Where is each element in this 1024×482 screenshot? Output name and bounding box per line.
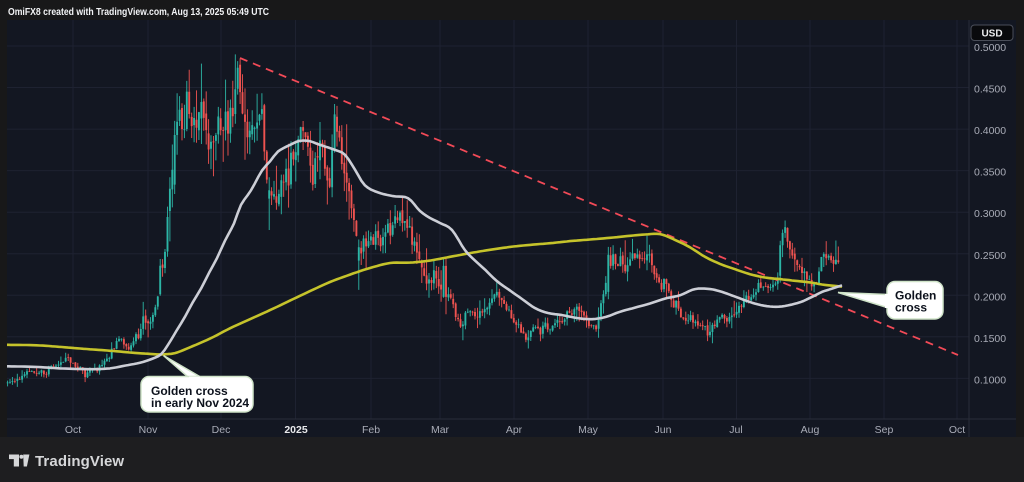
- svg-text:cross: cross: [895, 301, 927, 315]
- svg-text:Golden: Golden: [895, 289, 936, 303]
- svg-text:0.1500: 0.1500: [974, 333, 1006, 345]
- svg-text:Jul: Jul: [729, 424, 742, 436]
- svg-text:0.2500: 0.2500: [974, 250, 1006, 262]
- svg-text:TradingView: TradingView: [35, 453, 124, 470]
- svg-text:May: May: [578, 424, 599, 436]
- svg-text:0.4000: 0.4000: [974, 125, 1006, 137]
- svg-text:USD: USD: [981, 29, 1002, 40]
- svg-text:0.3000: 0.3000: [974, 208, 1006, 220]
- svg-text:Golden cross: Golden cross: [151, 384, 228, 398]
- svg-text:Sep: Sep: [875, 424, 894, 436]
- svg-text:Apr: Apr: [506, 424, 523, 436]
- svg-text:Jun: Jun: [655, 424, 672, 436]
- svg-text:2025: 2025: [284, 424, 308, 436]
- svg-text:in early Nov 2024: in early Nov 2024: [151, 396, 249, 410]
- svg-text:0.4500: 0.4500: [974, 84, 1006, 96]
- svg-text:Dec: Dec: [212, 424, 231, 436]
- svg-text:Oct: Oct: [949, 424, 965, 436]
- svg-text:Feb: Feb: [362, 424, 380, 436]
- svg-text:Mar: Mar: [431, 424, 450, 436]
- svg-text:0.2000: 0.2000: [974, 291, 1006, 303]
- svg-text:OmiFX8 created with TradingVie: OmiFX8 created with TradingView.com, Aug…: [8, 6, 269, 18]
- svg-text:Aug: Aug: [801, 424, 820, 436]
- svg-text:Nov: Nov: [139, 424, 158, 436]
- svg-text:Oct: Oct: [65, 424, 81, 436]
- svg-text:0.3500: 0.3500: [974, 167, 1006, 179]
- svg-text:0.1000: 0.1000: [974, 374, 1006, 386]
- svg-text:0.5000: 0.5000: [974, 42, 1006, 54]
